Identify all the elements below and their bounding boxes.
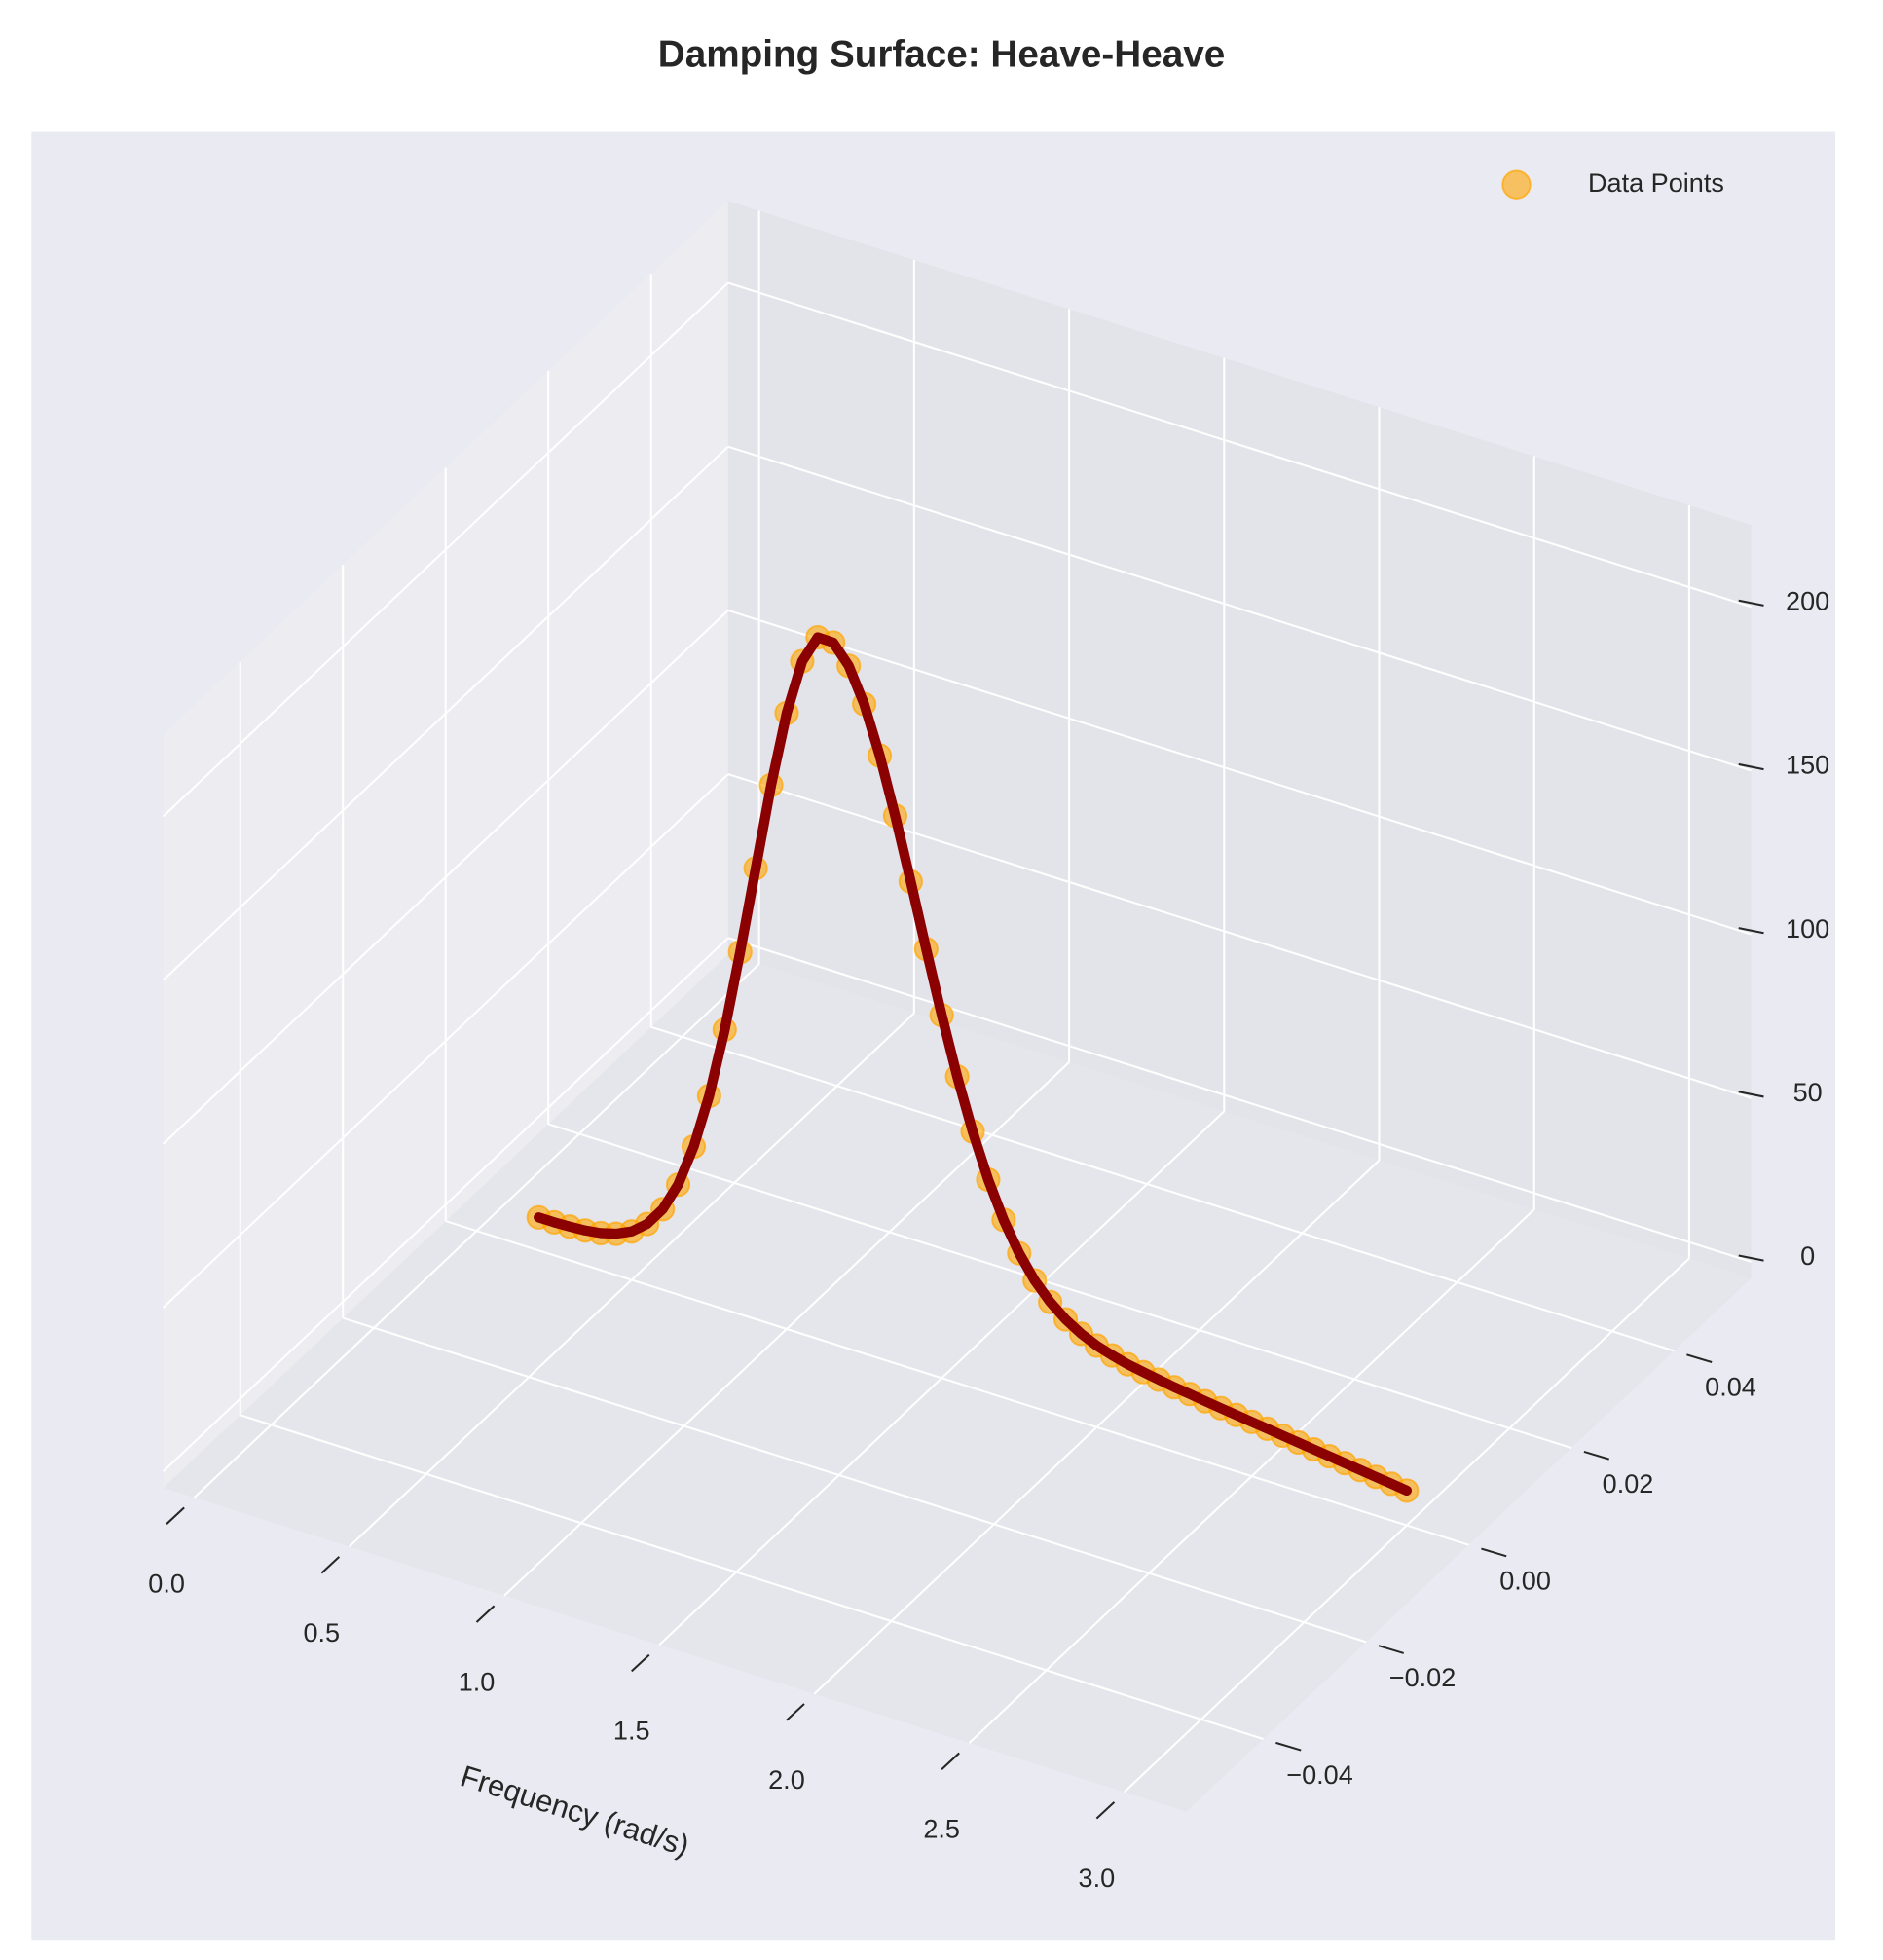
- tick-mark: [1378, 1645, 1405, 1654]
- curve: [534, 632, 1412, 1497]
- y-tick-label: 0.00: [1499, 1566, 1551, 1596]
- tick-mark: [166, 1506, 185, 1525]
- z-tick-label: 0: [1800, 1240, 1815, 1271]
- tick-mark: [1738, 1254, 1764, 1262]
- tick-mark: [1095, 1801, 1116, 1820]
- tick-mark: [786, 1703, 805, 1721]
- grid-line: [547, 1123, 1572, 1450]
- tick-mark: [1738, 1091, 1764, 1098]
- x-tick-label: 1.5: [613, 1716, 650, 1746]
- grid-line: [162, 937, 729, 1472]
- x-tick-label: 2.0: [768, 1764, 805, 1794]
- grid-line: [727, 937, 1752, 1263]
- x-tick-label: 3.0: [1079, 1863, 1116, 1893]
- tick-mark: [1583, 1450, 1609, 1461]
- chart-title: Damping Surface: Heave-Heave: [658, 33, 1225, 75]
- tick-mark: [1738, 599, 1764, 607]
- legend-label: Data Points: [1588, 167, 1724, 198]
- tick-mark: [475, 1605, 496, 1623]
- grid-line: [162, 773, 729, 1309]
- z-tick-label: 100: [1786, 913, 1829, 943]
- pane-back: [727, 201, 1752, 1278]
- tick-mark: [631, 1653, 650, 1673]
- tick-mark: [1686, 1353, 1713, 1364]
- grid-line: [445, 1220, 1469, 1546]
- x-tick-label: 1.0: [459, 1666, 496, 1696]
- x-tick-label: 2.5: [923, 1814, 960, 1844]
- legend-marker: [1501, 169, 1532, 200]
- tick-mark: [1738, 762, 1764, 771]
- y-tick-label: 0.04: [1705, 1371, 1756, 1401]
- z-tick-label: 200: [1786, 585, 1829, 615]
- grid-line: [727, 609, 1752, 936]
- grid-line: [342, 1316, 1367, 1644]
- grid-line: [240, 1414, 1264, 1740]
- tick-mark: [320, 1556, 341, 1574]
- y-tick-label: −0.04: [1286, 1759, 1352, 1790]
- z-tick-label: 50: [1793, 1077, 1823, 1107]
- y-tick-label: −0.02: [1389, 1662, 1456, 1692]
- tick-mark: [1738, 927, 1764, 935]
- y-tick-label: 0.02: [1603, 1468, 1654, 1498]
- grid-line: [162, 445, 729, 981]
- x-tick-label: 0.0: [148, 1569, 185, 1599]
- grid-line: [650, 1025, 1675, 1352]
- tick-mark: [1481, 1547, 1507, 1558]
- grid-line: [727, 445, 1752, 772]
- tick-mark: [941, 1752, 960, 1770]
- grid-line: [162, 610, 729, 1145]
- z-tick-label: 150: [1786, 750, 1829, 780]
- grid-line: [727, 281, 1752, 609]
- grid-line: [162, 281, 729, 818]
- tick-mark: [1275, 1741, 1302, 1752]
- x-tick-label: 0.5: [303, 1617, 340, 1647]
